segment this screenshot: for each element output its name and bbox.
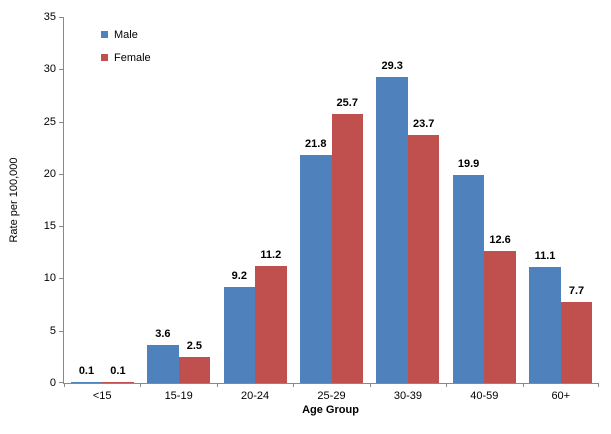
legend-item-male: Male	[101, 28, 151, 41]
x-axis-tick	[522, 383, 524, 387]
data-label: 12.6	[489, 234, 511, 246]
bar-female-25-29	[331, 114, 363, 383]
x-axis-title: Age Group	[302, 404, 359, 416]
x-axis-tick	[369, 383, 371, 387]
bar-female-15-19	[178, 357, 211, 383]
x-axis-tick	[140, 383, 142, 387]
bar-male-15-19	[147, 345, 179, 383]
data-label: 0.1	[110, 365, 126, 377]
data-label: 25.7	[336, 97, 358, 109]
legend: Male Female	[101, 28, 151, 74]
legend-swatch-male	[101, 31, 108, 38]
data-label: 21.8	[305, 138, 327, 150]
y-axis-tick-label: 35	[43, 11, 56, 23]
data-label: 29.3	[381, 60, 403, 72]
data-label: 2.5	[186, 340, 203, 352]
legend-label: Female	[114, 51, 151, 64]
y-axis-tick	[59, 17, 63, 18]
legend-swatch-female	[101, 54, 108, 61]
x-axis-category-label: 15-19	[164, 390, 193, 402]
x-axis-tick	[446, 383, 448, 387]
bar-female-60+	[560, 302, 593, 383]
x-axis-category-label: 60+	[551, 390, 571, 402]
y-axis-tick	[59, 278, 63, 280]
legend-label: Male	[114, 28, 138, 41]
y-axis-tick	[59, 121, 63, 123]
bar-male-<15	[70, 382, 103, 383]
x-axis-tick	[293, 383, 295, 387]
x-axis-tick	[216, 383, 218, 387]
y-axis-tick-label: 0	[49, 377, 56, 389]
data-label: 0.1	[78, 365, 95, 377]
y-axis-tick	[59, 330, 63, 332]
plot-area: 0 5 10 15 20 25 30 35 0.1 0.1 <15 3.6 2.5 15-19 9.2 11.…	[44, 11, 599, 402]
bar-male-40-59	[452, 175, 485, 383]
data-label: 11.2	[260, 249, 282, 261]
data-label: 9.2	[231, 270, 247, 282]
y-axis-tick-label: 10	[43, 272, 56, 285]
data-label: 19.9	[457, 158, 480, 170]
bar-male-30-39	[376, 77, 408, 383]
bar-female-<15	[102, 382, 134, 383]
bar-female-20-24	[255, 266, 287, 383]
x-axis-category-label: <15	[92, 390, 112, 402]
x-axis-category-label: 25-29	[317, 390, 346, 402]
y-axis-tick-label: 5	[49, 324, 56, 337]
y-axis-tick-label: 15	[43, 220, 56, 233]
y-axis-tick	[59, 69, 63, 71]
x-axis-tick	[64, 383, 65, 387]
y-axis-tick-label: 20	[43, 167, 56, 180]
y-axis-tick	[59, 173, 63, 175]
bar-male-20-24	[223, 287, 256, 383]
data-label: 7.7	[568, 285, 585, 297]
bar-male-60+	[529, 267, 561, 383]
y-axis-tick-label: 30	[43, 63, 56, 76]
data-label: 23.7	[412, 118, 435, 130]
bar-female-30-39	[407, 135, 440, 383]
bar-female-40-59	[484, 251, 516, 383]
data-label: 3.6	[155, 328, 171, 340]
data-label: 11.1	[534, 250, 556, 262]
x-axis-category-label: 30-39	[393, 390, 422, 402]
y-axis-tick	[59, 382, 63, 383]
legend-item-female: Female	[101, 51, 151, 64]
x-axis-category-label: 40-59	[470, 390, 499, 402]
x-axis-category-label: 20-24	[240, 390, 270, 402]
y-axis-tick	[59, 226, 63, 228]
y-axis-tick-label: 25	[43, 115, 56, 128]
bar-male-25-29	[300, 155, 332, 383]
x-axis-tick	[598, 383, 599, 387]
